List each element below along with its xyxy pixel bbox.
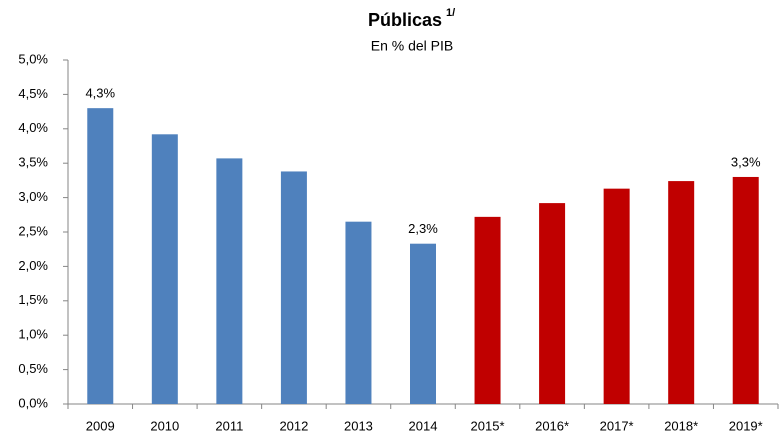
y-tick-label: 2,5% bbox=[18, 223, 48, 238]
bar bbox=[410, 243, 436, 404]
y-tick-label: 4,5% bbox=[18, 86, 48, 101]
x-tick-label: 2017* bbox=[600, 418, 634, 433]
bar bbox=[732, 176, 759, 404]
y-tick-label: 3,0% bbox=[18, 189, 48, 204]
bar bbox=[539, 203, 566, 404]
chart-title: Públicas bbox=[368, 10, 442, 30]
x-tick-label: 2016* bbox=[535, 418, 569, 433]
data-label: 2,3% bbox=[408, 221, 438, 236]
bar bbox=[216, 158, 243, 404]
x-tick-label: 2012 bbox=[279, 418, 308, 433]
x-tick-label: 2014 bbox=[409, 418, 438, 433]
bar bbox=[345, 221, 372, 404]
title-note: 1/ bbox=[446, 7, 455, 19]
y-tick-label: 1,0% bbox=[18, 327, 48, 342]
y-tick-label: 0,0% bbox=[18, 395, 48, 410]
chart-subtitle: En % del PIB bbox=[371, 38, 454, 54]
y-tick-label: 4,0% bbox=[18, 120, 48, 135]
y-tick-label: 3,5% bbox=[18, 155, 48, 170]
y-tick-label: 5,0% bbox=[18, 51, 48, 66]
data-label: 3,3% bbox=[731, 154, 761, 169]
x-tick-label: 2015* bbox=[471, 418, 505, 433]
bar bbox=[280, 171, 307, 404]
x-tick-label: 2010 bbox=[150, 418, 179, 433]
x-tick-label: 2018* bbox=[664, 418, 698, 433]
bar bbox=[151, 134, 178, 404]
y-tick-label: 1,5% bbox=[18, 292, 48, 307]
y-tick-label: 0,5% bbox=[18, 361, 48, 376]
bar bbox=[603, 188, 630, 404]
x-tick-label: 2011 bbox=[215, 418, 243, 433]
x-tick-label: 2009 bbox=[86, 418, 115, 433]
bar bbox=[87, 108, 114, 404]
data-label: 4,3% bbox=[85, 86, 115, 101]
bar bbox=[474, 216, 501, 404]
y-tick-label: 2,0% bbox=[18, 258, 48, 273]
bar bbox=[668, 181, 695, 404]
x-tick-label: 2013 bbox=[344, 418, 373, 433]
x-tick-label: 2019* bbox=[729, 418, 763, 433]
